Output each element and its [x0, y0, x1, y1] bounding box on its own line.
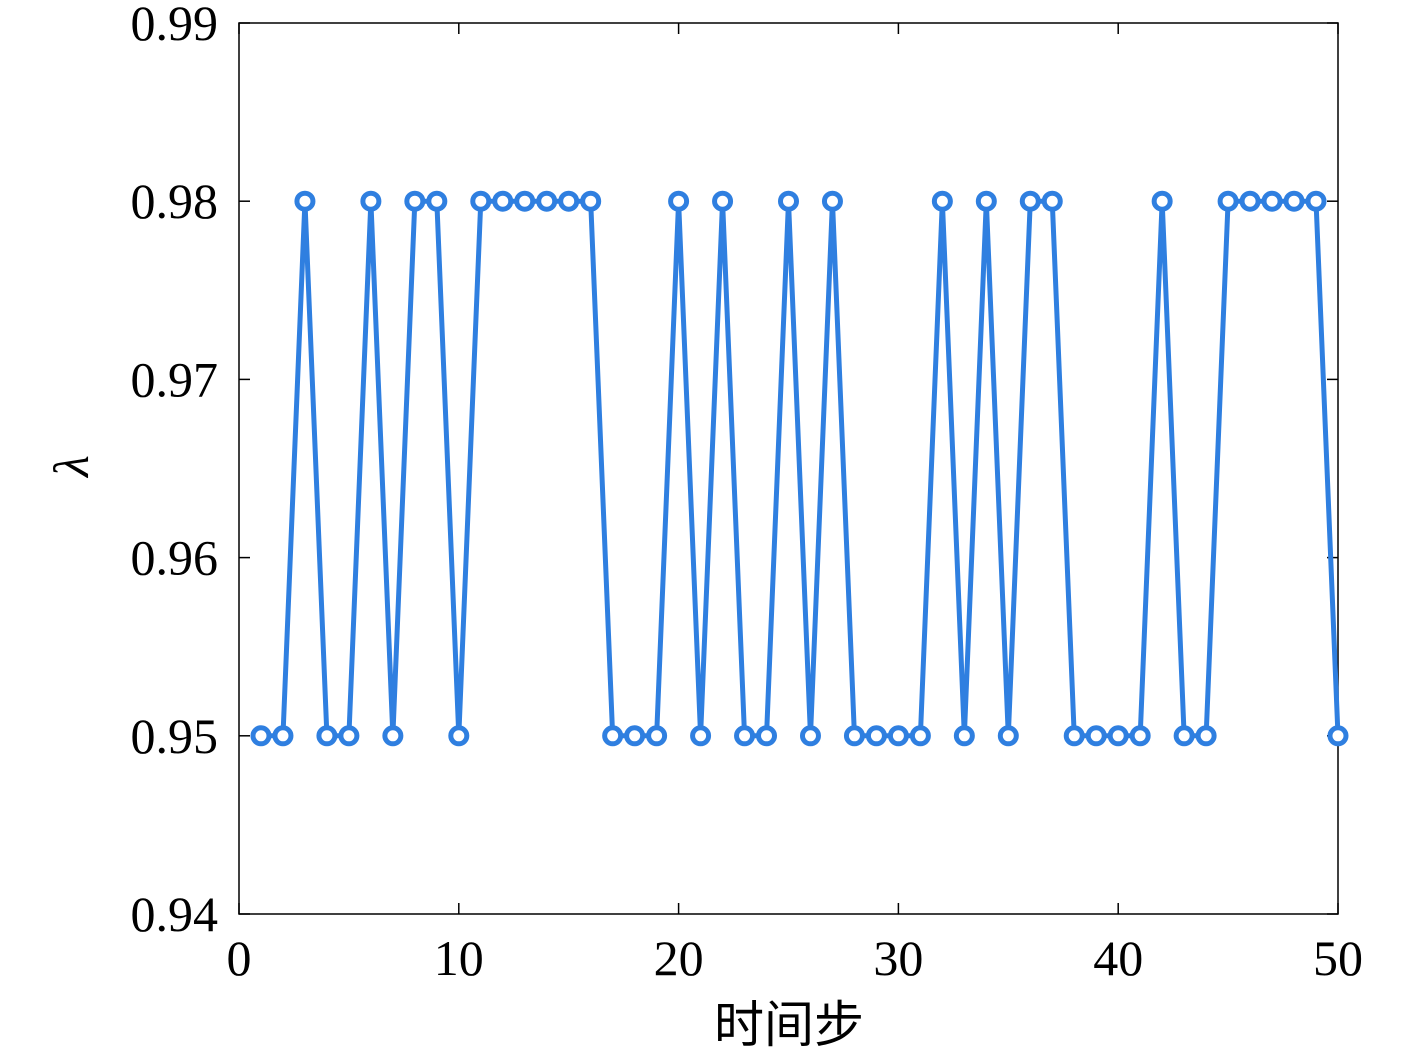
data-point: [975, 190, 997, 212]
data-point: [1261, 190, 1283, 212]
data-point: [316, 725, 338, 747]
data-point: [624, 725, 646, 747]
data-point: [909, 725, 931, 747]
data-point: [294, 190, 316, 212]
y-tick-label: 0.97: [131, 351, 219, 407]
data-point: [646, 725, 668, 747]
data-point: [1063, 725, 1085, 747]
y-tick-label: 0.98: [131, 173, 219, 229]
data-point: [492, 190, 514, 212]
data-point: [997, 725, 1019, 747]
data-point: [1041, 190, 1063, 212]
y-tick-label: 0.99: [131, 0, 219, 51]
x-tick-label: 50: [1313, 930, 1363, 986]
y-tick-label: 0.96: [131, 530, 219, 586]
x-tick-label: 10: [434, 930, 484, 986]
data-point: [953, 725, 975, 747]
data-point: [821, 190, 843, 212]
x-tick-label: 40: [1093, 930, 1143, 986]
series-markers: [250, 190, 1349, 747]
data-point: [338, 725, 360, 747]
tick-labels: 0 10 20 30 40 50 0.94 0.95 0.96 0.97 0.98 0.99: [131, 0, 1364, 986]
data-point: [470, 190, 492, 212]
data-point: [1151, 190, 1173, 212]
x-tick-label: 0: [227, 930, 252, 986]
data-point: [1129, 725, 1151, 747]
data-point: [1019, 190, 1041, 212]
data-point: [712, 190, 734, 212]
data-point: [799, 725, 821, 747]
data-point: [1239, 190, 1261, 212]
data-point: [931, 190, 953, 212]
data-point: [1195, 725, 1217, 747]
series-line: [260, 198, 1341, 739]
data-point: [843, 725, 865, 747]
data-point: [382, 725, 404, 747]
y-axis-label: λ: [43, 455, 99, 479]
x-tick-label: 20: [654, 930, 704, 986]
data-point: [404, 190, 426, 212]
data-point: [865, 725, 887, 747]
data-point: [734, 725, 756, 747]
data-point: [1327, 725, 1349, 747]
x-axis-label: 时间步: [714, 997, 864, 1052]
data-point: [668, 190, 690, 212]
data-point: [1217, 190, 1239, 212]
data-point: [1173, 725, 1195, 747]
data-point: [250, 725, 272, 747]
data-point: [580, 190, 602, 212]
data-point: [1085, 725, 1107, 747]
data-point: [272, 725, 294, 747]
data-point: [1107, 725, 1129, 747]
data-point: [887, 725, 909, 747]
data-point: [536, 190, 558, 212]
data-point: [602, 725, 624, 747]
data-point: [756, 725, 778, 747]
data-point: [514, 190, 536, 212]
y-tick-label: 0.94: [131, 886, 219, 942]
plot-area: [238, 22, 1339, 915]
data-point: [1283, 190, 1305, 212]
data-point: [360, 190, 382, 212]
data-point: [690, 725, 712, 747]
data-point: [1305, 190, 1327, 212]
data-point: [558, 190, 580, 212]
data-point: [778, 190, 799, 212]
data-point: [448, 725, 470, 747]
y-tick-label: 0.95: [131, 708, 219, 764]
data-point: [426, 190, 448, 212]
x-tick-label: 30: [873, 930, 923, 986]
